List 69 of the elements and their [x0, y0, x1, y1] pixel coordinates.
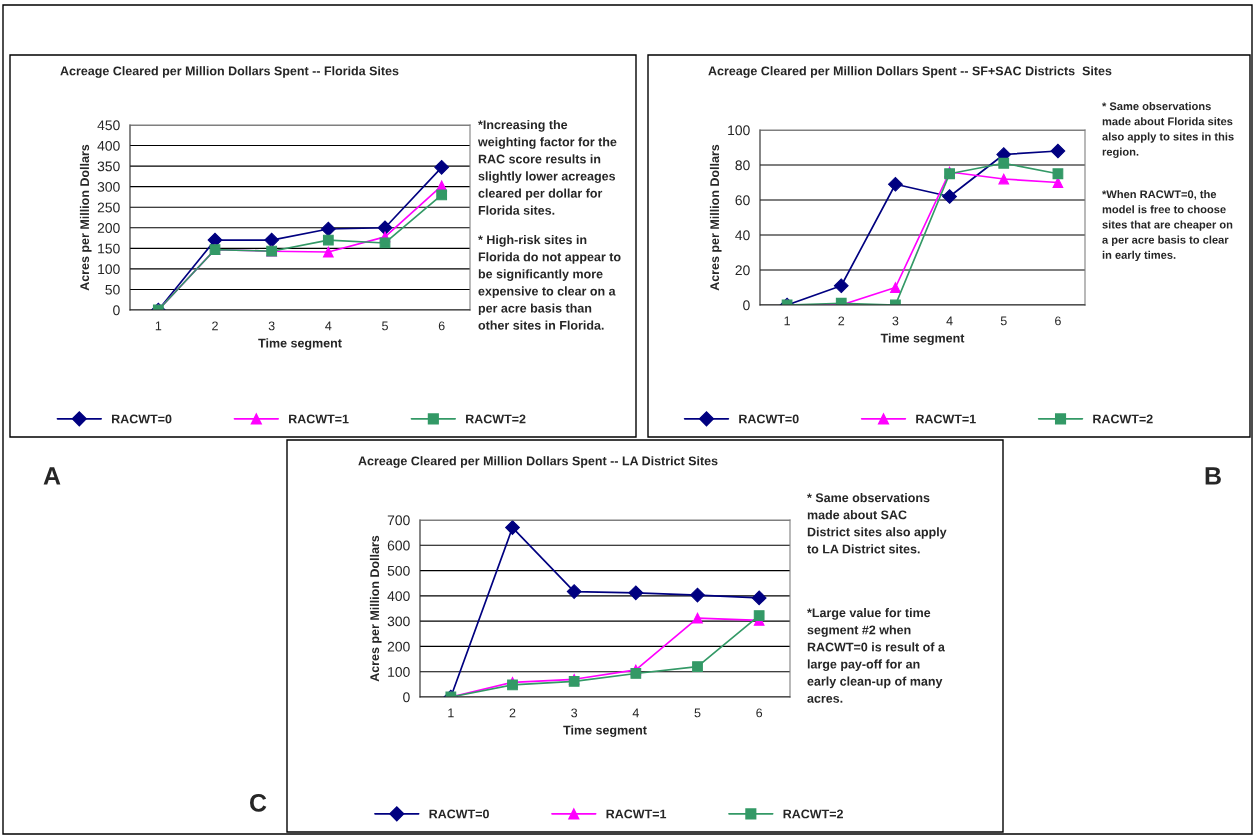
legend-label: RACWT=2 — [783, 809, 843, 819]
x-tick-label: 1 — [784, 316, 790, 326]
x-tick-label: 6 — [756, 708, 763, 718]
x-axis-title: Time segment — [258, 338, 342, 351]
y-tick-label: 200 — [97, 223, 120, 233]
text: * High-risk sites in Florida do not appear to be significantly more expensive to clear on a per acre basis than other sites in Florida. — [478, 235, 621, 330]
chart-title: Acreage Cleared per Million Dollars Spent -- LA District Sites — [358, 456, 718, 468]
y-tick-label: 200 — [387, 641, 410, 652]
text: *Increasing the weighting factor for the RAC score results in slightly lower acreages cleared per dollar for Florida sites. — [477, 120, 617, 215]
legend-label: RACWT=1 — [289, 414, 349, 424]
x-tick-label: 4 — [632, 708, 639, 718]
y-tick-label: 300 — [97, 182, 120, 192]
y-tick-label: 500 — [387, 565, 410, 576]
x-tick-label: 4 — [946, 316, 953, 326]
x-tick-label: 5 — [382, 321, 388, 331]
x-tick-label: 2 — [509, 708, 516, 718]
y-tick-label: 700 — [387, 515, 410, 526]
y-tick-label: 400 — [387, 591, 410, 602]
text: A — [43, 467, 61, 485]
text: B — [1205, 467, 1221, 485]
text: *Large value for time segment #2 when RACWT=0 is result of a large pay-off for an early clean-up of many acres. — [807, 608, 945, 703]
x-tick-label: 6 — [438, 321, 445, 331]
x-tick-label: 3 — [892, 316, 899, 326]
y-axis-title: Acres per Million Dollars — [79, 144, 92, 291]
x-axis-title: Time segment — [563, 725, 647, 738]
y-tick-label: 60 — [735, 195, 750, 206]
y-tick-label: 450 — [97, 120, 120, 131]
x-tick-label: 1 — [448, 708, 454, 718]
x-tick-label: 3 — [268, 321, 275, 331]
y-tick-label: 0 — [743, 300, 750, 311]
y-tick-label: 80 — [735, 160, 750, 171]
y-tick-label: 0 — [403, 692, 410, 703]
legend-label: RACWT=0 — [739, 414, 799, 424]
y-tick-label: 400 — [97, 140, 120, 151]
y-axis-title: Acres per Million Dollars — [709, 144, 722, 291]
y-tick-label: 0 — [113, 305, 120, 316]
y-tick-label: 300 — [387, 616, 410, 627]
text: * Same observations made about SAC District sites also apply to LA District sites. — [807, 493, 947, 554]
text: *When RACWT=0, the model is free to choose sites that are cheaper on a per acre basis to clear in early times. — [1102, 190, 1233, 262]
x-tick-label: 3 — [571, 708, 578, 718]
y-tick-label: 20 — [735, 265, 750, 276]
chart-title: Acreage Cleared per Million Dollars Spent -- Florida Sites — [60, 66, 399, 78]
x-axis-title: Time segment — [880, 333, 965, 346]
x-tick-label: 6 — [1055, 316, 1061, 326]
legend-label: RACWT=2 — [466, 414, 526, 424]
text: * Same observations made about Florida sites also apply to sites in this region. — [1102, 102, 1234, 158]
legend-label: RACWT=1 — [606, 809, 667, 819]
x-tick-label: 4 — [325, 321, 332, 331]
x-tick-label: 2 — [838, 316, 845, 326]
y-tick-label: 100 — [728, 125, 750, 136]
text: C — [250, 794, 267, 812]
x-tick-label: 1 — [155, 321, 162, 331]
y-tick-label: 100 — [98, 264, 120, 275]
x-tick-label: 5 — [694, 708, 701, 718]
legend-label: RACWT=2 — [1093, 414, 1153, 424]
y-tick-label: 40 — [735, 230, 750, 241]
x-tick-label: 2 — [212, 321, 218, 331]
y-axis-title: Acres per Million Dollars — [369, 535, 382, 682]
y-tick-label: 600 — [387, 540, 410, 551]
y-tick-label: 100 — [388, 667, 410, 677]
chart-title: Acreage Cleared per Million Dollars Spent -- SF+SAC Districts Sites — [708, 66, 1112, 78]
x-tick-label: 5 — [1000, 316, 1007, 326]
legend-label: RACWT=1 — [916, 414, 976, 424]
y-tick-label: 250 — [97, 202, 120, 213]
legend-label: RACWT=0 — [112, 414, 172, 424]
y-tick-label: 50 — [105, 284, 120, 295]
y-tick-label: 350 — [97, 161, 120, 172]
legend-label: RACWT=0 — [429, 809, 489, 819]
y-tick-label: 150 — [98, 243, 120, 254]
